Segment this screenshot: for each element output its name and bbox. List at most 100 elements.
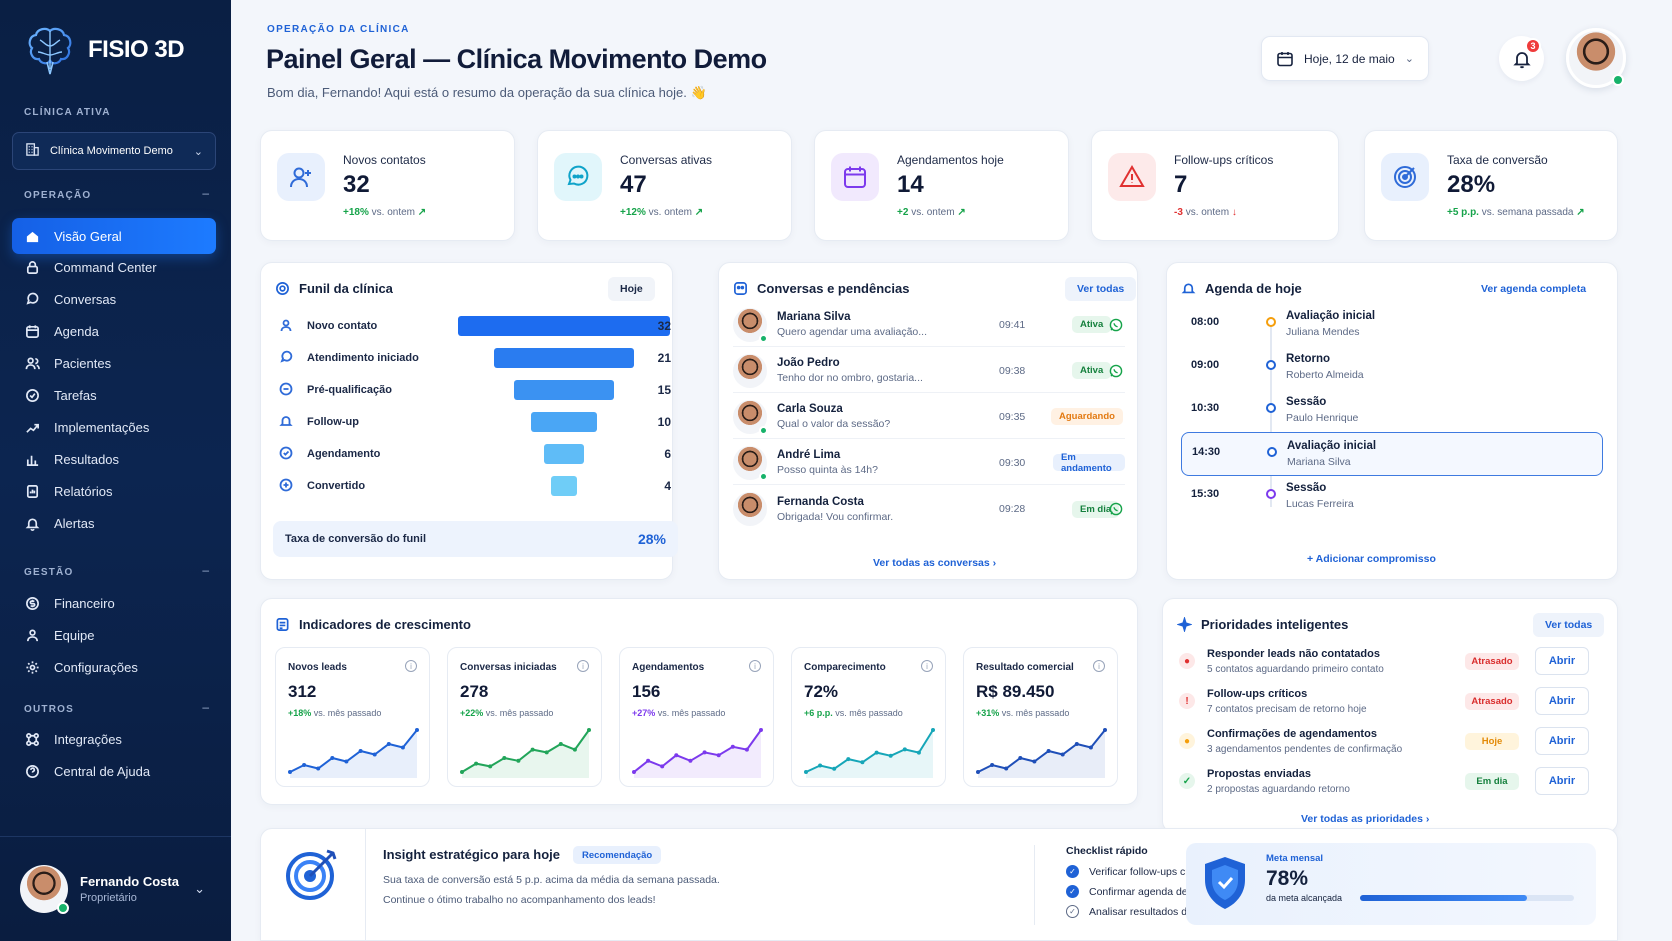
sparkline-point xyxy=(990,763,995,767)
sidebar-item-implementa-es[interactable]: Implementações xyxy=(12,410,216,444)
see-all-conversations-link[interactable]: Ver todas as conversas › xyxy=(873,557,996,569)
conversation-row[interactable]: Carla Souza Qual o valor da sessão? 09:35 A… xyxy=(733,395,1125,439)
sparkline-point xyxy=(716,753,721,758)
notifications-button[interactable]: 3 xyxy=(1499,36,1544,81)
sidebar-item-label: Alertas xyxy=(54,515,95,531)
user-role: Proprietário xyxy=(80,892,137,904)
sidebar-item-vis-o-geral[interactable]: Visão Geral xyxy=(12,218,216,254)
message-time: 09:38 xyxy=(999,364,1026,377)
appointment-time: 15:30 xyxy=(1191,488,1220,500)
see-full-agenda-link[interactable]: Ver agenda completa xyxy=(1481,283,1587,295)
sidebar-item-pacientes[interactable]: Pacientes xyxy=(12,346,216,380)
sidebar-item-equipe[interactable]: Equipe xyxy=(12,618,216,652)
priorities-see-all-button[interactable]: Ver todas xyxy=(1533,613,1605,637)
insight-title: Insight estratégico para hoje xyxy=(383,847,560,862)
kpi-delta-text: vs. semana passada xyxy=(1481,207,1574,218)
conversation-row[interactable]: João Pedro Tenho dor no ombro, gostaria..… xyxy=(733,349,1125,393)
conversation-row[interactable]: Mariana Silva Quero agendar uma avaliação… xyxy=(733,303,1125,347)
profile-avatar[interactable] xyxy=(1566,28,1626,88)
user-plus-icon xyxy=(277,153,325,201)
agenda-item[interactable]: 08:00 Avaliação inicial Juliana Mendes xyxy=(1181,303,1603,347)
open-priority-button[interactable]: Abrir xyxy=(1535,687,1589,715)
info-icon[interactable]: i xyxy=(1093,660,1105,672)
sidebar-item-resultados[interactable]: Resultados xyxy=(12,442,216,476)
date-picker[interactable]: Hoje, 12 de maio ⌄ xyxy=(1261,36,1429,81)
whatsapp-icon[interactable] xyxy=(1109,364,1123,378)
info-icon[interactable]: i xyxy=(749,660,761,672)
agenda-item[interactable]: 15:30 Sessão Lucas Ferreira xyxy=(1181,475,1603,519)
whatsapp-icon[interactable] xyxy=(1109,318,1123,332)
kpi-card[interactable]: Follow-ups críticos 7 -3 vs. ontem ↓ xyxy=(1091,130,1339,241)
sidebar-item-financeiro[interactable]: Financeiro xyxy=(12,586,216,620)
user-menu[interactable]: Fernando Costa Proprietário ⌄ xyxy=(0,836,231,941)
agenda-item[interactable]: 14:30 Avaliação inicial Mariana Silva xyxy=(1181,432,1603,476)
growth-card: Indicadores de crescimento Novos leads i 3… xyxy=(260,598,1138,805)
growth-metric-card[interactable]: Resultado comercial i R$ 89.450 +31% vs. mê… xyxy=(963,647,1118,787)
sparkline-point xyxy=(572,747,577,752)
chevron-down-icon: ⌄ xyxy=(1404,53,1414,65)
sidebar-item-configura-es[interactable]: Configurações xyxy=(12,650,216,684)
kpi-card[interactable]: Conversas ativas 47 +12% vs. ontem ↗ xyxy=(537,130,792,241)
sidebar-item-label: Relatórios xyxy=(54,483,113,499)
info-icon[interactable]: i xyxy=(405,660,417,672)
growth-metric-card[interactable]: Comparecimento i 72% +6 p.p. vs. mês passad… xyxy=(791,647,946,787)
kpi-card[interactable]: Taxa de conversão 28% +5 p.p. vs. semana p… xyxy=(1364,130,1618,241)
sidebar-item-central-de-ajuda[interactable]: Central de Ajuda xyxy=(12,754,216,788)
add-appointment-button[interactable]: + Adicionar compromisso xyxy=(1307,553,1436,565)
sparkline-point xyxy=(846,757,851,762)
growth-metric-card[interactable]: Novos leads i 312 +18% vs. mês passado xyxy=(275,647,430,787)
sparkline-point xyxy=(587,728,591,732)
sidebar-item-tarefas[interactable]: Tarefas xyxy=(12,378,216,412)
sidebar-item-conversas[interactable]: Conversas xyxy=(12,282,216,316)
sidebar-item-integra-es[interactable]: Integrações xyxy=(12,722,216,756)
funnel-stage-value: 32 xyxy=(657,319,671,333)
metric-delta-value: +18% xyxy=(288,708,312,718)
checklist-item[interactable]: ✓ Verificar follow-ups críticos xyxy=(1066,865,1213,878)
sparkline-point xyxy=(358,749,363,753)
clinic-select[interactable]: Clínica Movimento Demo ⌄ xyxy=(12,132,216,170)
sparkline-point xyxy=(1046,749,1051,753)
sparkline-point xyxy=(860,760,865,765)
open-priority-button[interactable]: Abrir xyxy=(1535,727,1589,755)
agenda-item[interactable]: 09:00 Retorno Roberto Almeida xyxy=(1181,346,1603,390)
info-icon[interactable]: i xyxy=(921,660,933,672)
open-priority-button[interactable]: Abrir xyxy=(1535,767,1589,795)
sparkline-point xyxy=(916,750,921,755)
open-priority-button[interactable]: Abrir xyxy=(1535,647,1589,675)
sidebar-item-agenda[interactable]: Agenda xyxy=(12,314,216,348)
sidebar-item-relat-rios[interactable]: Relatórios xyxy=(12,474,216,508)
metric-value: 312 xyxy=(288,682,317,701)
contact-name: Fernanda Costa xyxy=(777,495,864,508)
sparkline-point xyxy=(530,747,535,752)
growth-metric-card[interactable]: Conversas iniciadas i 278 +22% vs. mês pass… xyxy=(447,647,602,787)
see-all-priorities-link[interactable]: Ver todas as prioridades › xyxy=(1301,813,1429,825)
collapse-operacao-icon[interactable]: – xyxy=(202,186,209,200)
help-icon xyxy=(24,763,40,779)
collapse-outros-icon[interactable]: – xyxy=(202,700,209,714)
brand-logo[interactable]: FISIO 3D xyxy=(18,18,185,82)
collapse-gestao-icon[interactable]: – xyxy=(202,563,209,577)
sidebar-item-alertas[interactable]: Alertas xyxy=(12,506,216,540)
kpi-card[interactable]: Agendamentos hoje 14 +2 vs. ontem ↗ xyxy=(814,130,1069,241)
funnel-row: Atendimento iniciado 21 xyxy=(279,345,671,371)
conversation-row[interactable]: Fernanda Costa Obrigada! Vou confirmar. 09… xyxy=(733,487,1125,531)
conversation-row[interactable]: André Lima Posso quinta às 14h? 09:30 Em an… xyxy=(733,441,1125,485)
agenda-item[interactable]: 10:30 Sessão Paulo Henrique xyxy=(1181,389,1603,433)
bar-chart-icon xyxy=(24,451,40,467)
message-preview: Posso quinta às 14h? xyxy=(777,464,878,476)
funnel-filter-button[interactable]: Hoje xyxy=(608,277,655,301)
appointment-title: Avaliação inicial xyxy=(1287,440,1377,452)
arrow-up-right-icon: ↗ xyxy=(694,207,704,218)
sidebar-item-label: Agenda xyxy=(54,323,99,339)
info-icon[interactable]: i xyxy=(577,660,589,672)
sparkline-point xyxy=(632,770,636,774)
kpi-card[interactable]: Novos contatos 32 +18% vs. ontem ↗ xyxy=(260,130,515,241)
growth-metric-card[interactable]: Agendamentos i 156 +27% vs. mês passado xyxy=(619,647,774,787)
checklist-item[interactable]: ✓ Confirmar agenda de hoje xyxy=(1066,885,1210,898)
page-eyebrow: OPERAÇÃO DA CLÍNICA xyxy=(267,24,410,35)
sidebar-item-command-center[interactable]: Command Center xyxy=(12,250,216,284)
sparkline-point xyxy=(902,747,907,752)
arrow-up-right-icon: ↗ xyxy=(1576,207,1585,218)
conversations-see-all-button[interactable]: Ver todas xyxy=(1065,277,1137,301)
whatsapp-icon[interactable] xyxy=(1109,502,1123,516)
